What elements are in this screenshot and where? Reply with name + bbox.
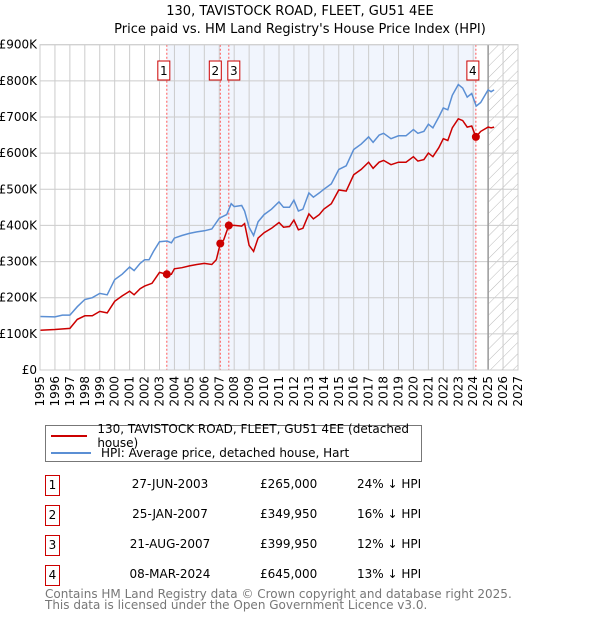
y-tick-label: £700K	[0, 110, 38, 124]
x-tick-label: 2001	[123, 376, 137, 407]
x-tick-label: 2007	[212, 376, 226, 407]
chart-subtitle: Price paid vs. HM Land Registry's House …	[114, 22, 486, 37]
x-tick-label: 2000	[108, 376, 122, 407]
x-tick-label: 1995	[33, 376, 47, 407]
transaction-hpi-diff: 16% ↓ HPI	[357, 507, 422, 521]
footer-licence: This data is licensed under the Open Gov…	[45, 598, 428, 612]
x-tick-label: 2025	[481, 376, 495, 407]
transaction-number: 1	[45, 475, 60, 496]
x-tick-label: 2004	[167, 376, 181, 407]
x-tick-label: 2027	[511, 376, 525, 407]
transaction-hpi-diff: 13% ↓ HPI	[357, 567, 422, 581]
x-tick-label: 1999	[93, 376, 107, 407]
transaction-row: 1 27-JUN-2003 £265,000 24% ↓ HPI	[45, 475, 465, 496]
sale-label-box	[208, 60, 222, 81]
x-tick-label: 2016	[347, 376, 361, 407]
y-tick-label: £100K	[0, 327, 38, 341]
x-tick-label: 2023	[451, 376, 465, 407]
sale-label: 2	[211, 64, 219, 78]
y-tick-label: £0	[22, 363, 37, 377]
transaction-number: 2	[45, 505, 60, 526]
legend-label: HPI: Average price, detached house, Hart	[101, 446, 350, 460]
transaction-price: £349,950	[260, 507, 318, 521]
plot-border	[39, 44, 519, 371]
x-tick-label: 2014	[317, 376, 331, 407]
transaction-date: 27-JUN-2003	[131, 477, 209, 491]
legend-swatch-red	[51, 435, 88, 437]
transaction-price: £399,950	[260, 537, 318, 551]
x-tick-label: 2012	[287, 376, 301, 407]
y-tick-label: £300K	[0, 255, 38, 269]
footer: Contains HM Land Registry data © Crown c…	[45, 587, 512, 612]
x-tick-label: 2009	[242, 376, 256, 407]
ownership-shade	[166, 44, 476, 370]
x-tick-label: 1997	[63, 376, 77, 407]
x-tick-label: 2018	[377, 376, 391, 407]
legend: 130, TAVISTOCK ROAD, FLEET, GU51 4EE (de…	[45, 422, 422, 462]
sale-label-box	[157, 60, 171, 81]
sale-label: 4	[469, 64, 477, 78]
transaction-price: £645,000	[260, 567, 318, 581]
x-tick-label: 1998	[78, 376, 92, 407]
hpi-line	[39, 83, 495, 318]
transaction-row: 4 08-MAR-2024 £645,000 13% ↓ HPI	[45, 565, 465, 586]
legend-item-hpi: HPI: Average price, detached house, Hart	[51, 445, 349, 461]
x-tick-label: 2020	[406, 376, 420, 407]
x-tick-label: 2008	[227, 376, 241, 407]
x-tick-label: 2011	[272, 376, 286, 407]
legend-label: 130, TAVISTOCK ROAD, FLEET, GU51 4EE (de…	[97, 422, 409, 450]
transaction-row: 2 25-JAN-2007 £349,950 16% ↓ HPI	[45, 505, 465, 526]
transaction-date: 21-AUG-2007	[129, 537, 211, 551]
y-tick-label: £400K	[0, 218, 38, 232]
sale-label-box	[466, 60, 480, 81]
transaction-row: 3 21-AUG-2007 £399,950 12% ↓ HPI	[45, 535, 465, 556]
x-tick-label: 2006	[197, 376, 211, 407]
y-tick-label: £800K	[0, 74, 38, 88]
sale-label: 3	[230, 64, 238, 78]
x-tick-label: 1996	[48, 376, 62, 407]
transaction-date: 08-MAR-2024	[129, 567, 211, 581]
sale-label: 1	[160, 64, 168, 78]
x-tick-label: 2022	[436, 376, 450, 407]
x-tick-label: 2024	[466, 376, 480, 407]
property-price-line	[39, 117, 495, 331]
x-tick-label: 2017	[362, 376, 376, 407]
x-tick-label: 2005	[182, 376, 196, 407]
y-tick-label: £500K	[0, 182, 38, 196]
y-tick-label: £200K	[0, 291, 38, 305]
transaction-date: 25-JAN-2007	[132, 507, 208, 521]
x-tick-label: 2019	[392, 376, 406, 407]
x-tick-label: 2010	[257, 376, 271, 407]
price-chart: 130, TAVISTOCK ROAD, FLEET, GU51 4EE Pric…	[0, 4, 525, 407]
y-tick-label: £600K	[0, 146, 38, 160]
sale-point	[216, 239, 225, 248]
x-tick-label: 2003	[153, 376, 167, 407]
transaction-price: £265,000	[260, 477, 318, 491]
x-tick-label: 2002	[138, 376, 152, 407]
x-tick-label: 2021	[421, 376, 435, 407]
y-tick-label: £900K	[0, 38, 38, 52]
sale-point	[224, 221, 233, 230]
transaction-hpi-diff: 12% ↓ HPI	[357, 537, 422, 551]
transaction-number: 3	[45, 535, 60, 556]
transaction-number: 4	[45, 565, 60, 586]
chart-title: 130, TAVISTOCK ROAD, FLEET, GU51 4EE	[166, 4, 433, 19]
x-tick-label: 2015	[332, 376, 346, 407]
footer-copyright: Contains HM Land Registry data © Crown c…	[45, 587, 512, 601]
sale-point	[162, 270, 171, 279]
legend-swatch-blue	[51, 452, 91, 454]
sale-point	[471, 132, 480, 141]
sale-label-box	[227, 60, 241, 81]
transaction-hpi-diff: 24% ↓ HPI	[357, 477, 422, 491]
x-tick-label: 2013	[302, 376, 316, 407]
legend-item-property: 130, TAVISTOCK ROAD, FLEET, GU51 4EE (de…	[51, 422, 421, 450]
x-tick-label: 2026	[496, 376, 510, 407]
